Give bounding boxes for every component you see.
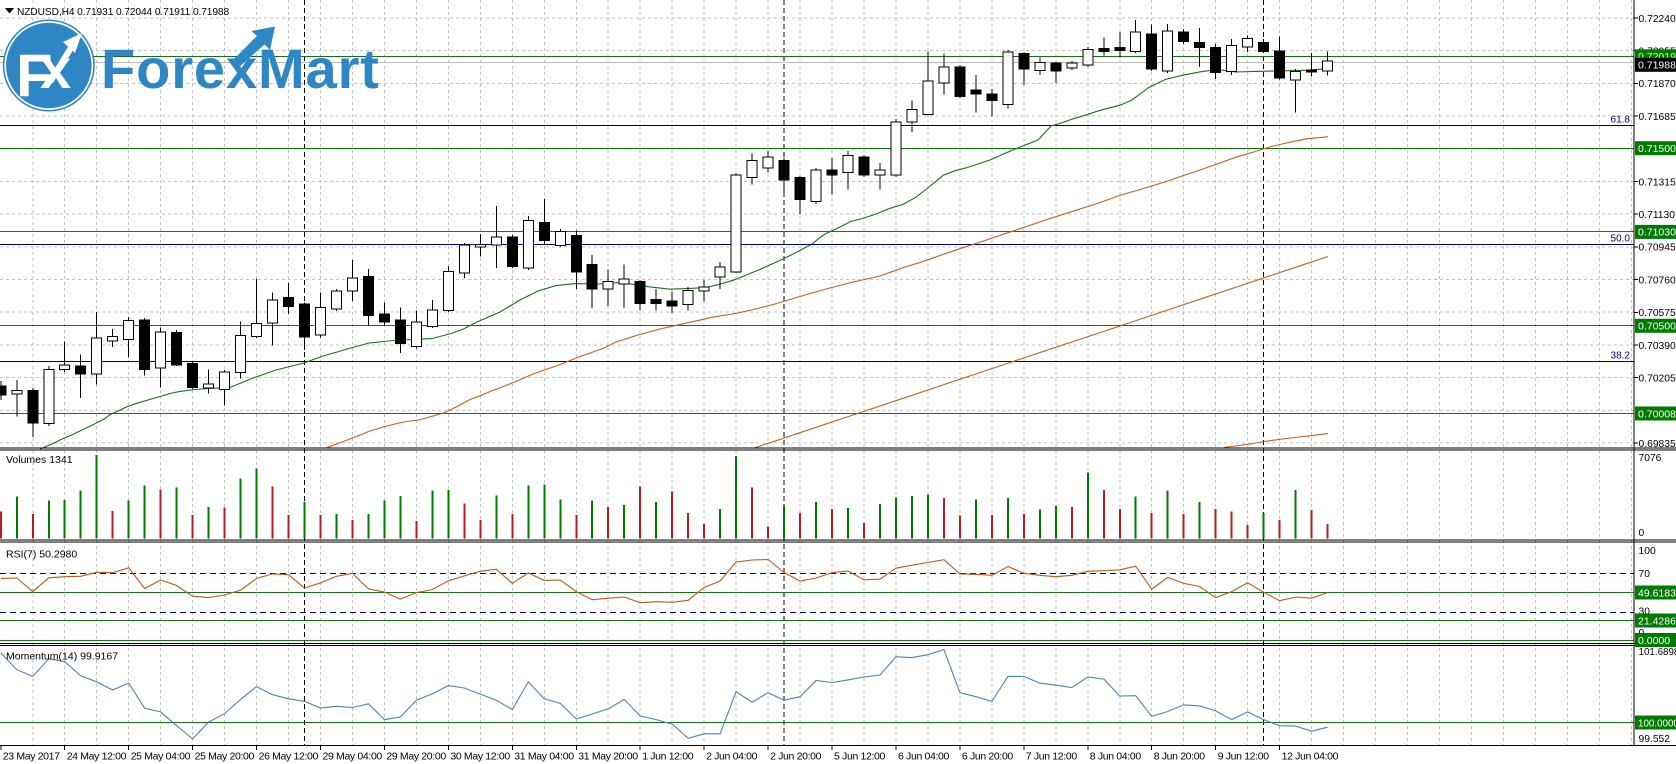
svg-text:9 Jun 12:00: 9 Jun 12:00 — [1218, 751, 1270, 763]
svg-text:7076: 7076 — [1639, 453, 1662, 464]
svg-text:0.70390: 0.70390 — [1639, 341, 1676, 352]
svg-text:30: 30 — [1639, 607, 1651, 618]
svg-text:0.70205: 0.70205 — [1639, 374, 1676, 385]
svg-text:NZDUSD,H4 0.71931 0.72044 0.7: NZDUSD,H4 0.71931 0.72044 0.71911 0.7198… — [17, 7, 229, 18]
svg-text:12 Jun 04:00: 12 Jun 04:00 — [1282, 751, 1339, 763]
svg-text:50.0: 50.0 — [1611, 234, 1631, 245]
svg-text:0.71030: 0.71030 — [1638, 227, 1676, 239]
svg-text:0: 0 — [1639, 528, 1645, 539]
svg-text:49.6183: 49.6183 — [1638, 587, 1676, 599]
svg-text:23 May 2017: 23 May 2017 — [3, 751, 60, 763]
svg-text:F: F — [16, 42, 53, 109]
svg-text:Momentum(14) 99.9167: Momentum(14) 99.9167 — [6, 651, 118, 663]
svg-text:6 Jun 20:00: 6 Jun 20:00 — [962, 751, 1014, 763]
svg-text:2 Jun 04:00: 2 Jun 04:00 — [706, 751, 758, 763]
svg-text:100.0000: 100.0000 — [1638, 718, 1676, 729]
svg-text:0.70575: 0.70575 — [1639, 308, 1676, 319]
svg-text:ForexMart: ForexMart — [101, 37, 380, 100]
svg-text:100: 100 — [1639, 546, 1656, 557]
svg-text:0.71500: 0.71500 — [1638, 143, 1676, 155]
svg-text:2 Jun 20:00: 2 Jun 20:00 — [770, 751, 822, 763]
svg-text:0.70500: 0.70500 — [1638, 321, 1676, 333]
svg-text:0.71685: 0.71685 — [1639, 112, 1676, 123]
svg-text:0.71988: 0.71988 — [1638, 60, 1676, 72]
svg-text:RSI(7) 50.2980: RSI(7) 50.2980 — [6, 549, 77, 561]
svg-text:Volumes 1341: Volumes 1341 — [6, 454, 73, 466]
svg-text:25 May 20:00: 25 May 20:00 — [195, 751, 255, 763]
svg-text:8 Jun 20:00: 8 Jun 20:00 — [1154, 751, 1206, 763]
svg-text:0.70945: 0.70945 — [1639, 243, 1676, 254]
svg-text:101.6898: 101.6898 — [1639, 647, 1676, 658]
svg-text:24 May 12:00: 24 May 12:00 — [67, 751, 127, 763]
svg-text:99.552: 99.552 — [1639, 734, 1671, 745]
svg-text:29 May 20:00: 29 May 20:00 — [386, 751, 446, 763]
svg-text:29 May 04:00: 29 May 04:00 — [323, 751, 383, 763]
svg-text:31 May 20:00: 31 May 20:00 — [578, 751, 638, 763]
svg-text:38.2: 38.2 — [1611, 351, 1631, 362]
svg-text:0.70760: 0.70760 — [1639, 275, 1676, 286]
svg-text:0.70008: 0.70008 — [1638, 408, 1676, 420]
svg-text:6 Jun 04:00: 6 Jun 04:00 — [898, 751, 950, 763]
svg-text:0.69835: 0.69835 — [1639, 439, 1676, 450]
svg-text:1 Jun 12:00: 1 Jun 12:00 — [642, 751, 694, 763]
svg-text:70: 70 — [1639, 569, 1651, 580]
svg-text:7 Jun 12:00: 7 Jun 12:00 — [1026, 751, 1078, 763]
svg-text:0.71130: 0.71130 — [1639, 210, 1676, 221]
svg-text:8 Jun 04:00: 8 Jun 04:00 — [1090, 751, 1142, 763]
svg-text:0.0000: 0.0000 — [1638, 635, 1670, 647]
svg-text:0.71315: 0.71315 — [1639, 177, 1676, 188]
svg-text:31 May 04:00: 31 May 04:00 — [514, 751, 574, 763]
svg-text:61.8: 61.8 — [1611, 115, 1631, 126]
svg-text:26 May 12:00: 26 May 12:00 — [259, 751, 319, 763]
svg-text:0.72240: 0.72240 — [1639, 14, 1676, 25]
svg-text:30 May 12:00: 30 May 12:00 — [450, 751, 510, 763]
svg-text:5 Jun 12:00: 5 Jun 12:00 — [834, 751, 886, 763]
svg-text:21.4286: 21.4286 — [1638, 615, 1676, 627]
svg-text:25 May 04:00: 25 May 04:00 — [131, 751, 191, 763]
svg-text:0.71870: 0.71870 — [1639, 79, 1676, 90]
